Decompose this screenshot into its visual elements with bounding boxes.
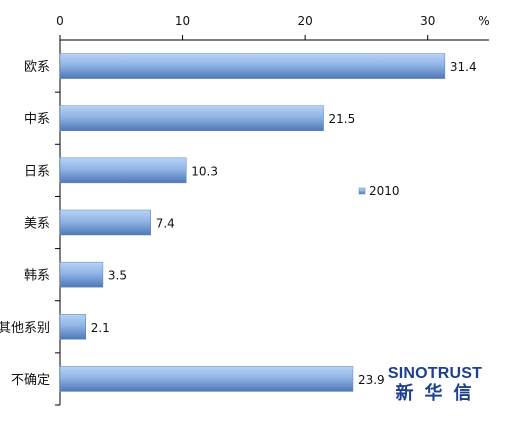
bar <box>59 53 446 79</box>
unit-label: % <box>478 14 489 28</box>
bar <box>59 314 86 340</box>
data-label: 31.4 <box>450 60 477 74</box>
bar <box>59 157 187 184</box>
category-label: 美系 <box>24 217 50 232</box>
x-tick-label: 30 <box>420 14 435 28</box>
data-label: 10.3 <box>191 164 218 178</box>
data-label: 23.9 <box>358 373 385 387</box>
legend-label: 2010 <box>369 184 400 198</box>
data-label: 7.4 <box>156 217 175 231</box>
legend-swatch <box>358 187 366 195</box>
bar <box>59 366 354 392</box>
category-label: 韩系 <box>24 269 50 284</box>
bar <box>59 261 104 288</box>
x-tick-label: 0 <box>56 14 64 28</box>
brand-english: SINOTRUST <box>387 365 483 382</box>
category-label: 欧系 <box>24 60 50 75</box>
data-label: 2.1 <box>91 321 110 335</box>
category-label: 中系 <box>24 112 50 127</box>
bar <box>59 105 324 131</box>
x-tick-label: 20 <box>298 14 313 28</box>
category-label: 日系 <box>24 164 50 179</box>
brand-chinese: 新华信 <box>395 383 483 403</box>
x-tick-label: 10 <box>175 14 190 28</box>
data-label: 3.5 <box>108 269 127 283</box>
category-label: 其他系别 <box>0 321 50 336</box>
bar <box>59 209 151 236</box>
category-label: 不确定 <box>11 373 50 388</box>
sinotrust-logo: SINOTRUST 新华信 <box>377 365 493 403</box>
data-label: 21.5 <box>329 112 356 126</box>
